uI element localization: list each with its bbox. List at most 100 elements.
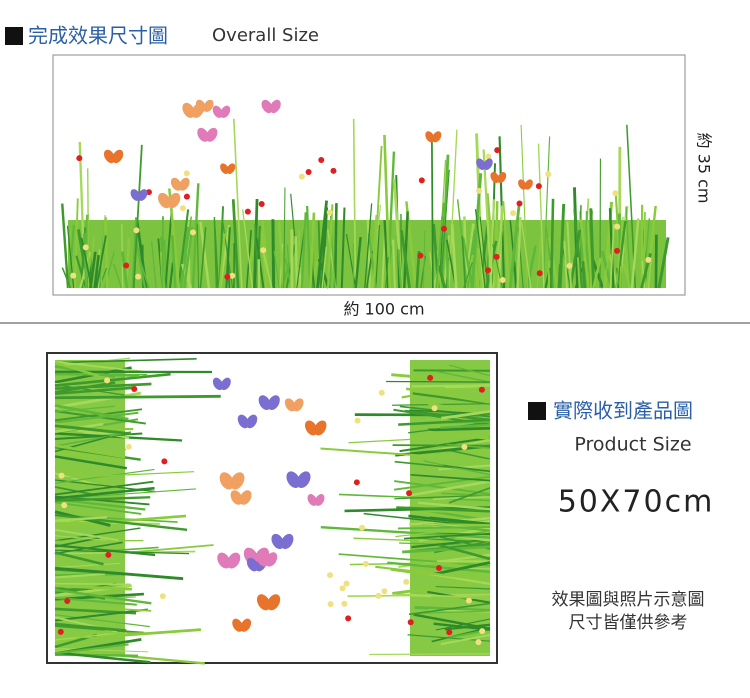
overall-title: 完成效果尺寸圖 — [28, 24, 168, 48]
product-subtitle: Product Size — [574, 434, 691, 456]
grass-blade — [55, 541, 143, 542]
note: 尺寸皆僅供參考 — [569, 613, 688, 633]
flower — [105, 552, 111, 558]
flower — [190, 229, 196, 235]
flower — [461, 444, 467, 450]
flower — [536, 183, 542, 189]
flower — [379, 390, 385, 396]
flower — [135, 274, 141, 280]
flower — [432, 405, 438, 411]
grass-blade — [273, 219, 274, 288]
flower — [104, 377, 110, 383]
flower — [64, 598, 70, 604]
flower — [131, 386, 137, 392]
overall-subtitle: Overall Size — [212, 25, 319, 46]
flower — [375, 593, 381, 599]
flower — [229, 273, 235, 279]
flower — [408, 619, 414, 625]
flower — [161, 458, 167, 464]
flower — [355, 418, 361, 424]
flower — [614, 224, 620, 230]
flower — [614, 248, 620, 254]
flower — [245, 209, 251, 215]
grass-blade — [412, 385, 490, 386]
flower — [61, 502, 67, 508]
product-title: 實際收到產品圖 — [553, 399, 693, 423]
flower — [537, 270, 543, 276]
flower — [340, 585, 346, 591]
flower — [184, 194, 190, 200]
flower — [354, 479, 360, 485]
flower — [330, 168, 336, 174]
flower — [160, 593, 166, 599]
note: 效果圖與照片示意圖 — [552, 590, 705, 610]
grass-blade — [559, 264, 560, 288]
grass-blade — [106, 217, 107, 288]
flower — [406, 490, 412, 496]
flower — [403, 579, 409, 585]
flower — [70, 273, 76, 279]
product-size: 50X70cm — [558, 485, 715, 520]
marker — [5, 27, 23, 45]
flower — [466, 598, 472, 604]
grass-blade — [386, 381, 490, 382]
flower — [476, 188, 482, 194]
flower — [299, 174, 305, 180]
flower — [341, 601, 347, 607]
flower — [83, 244, 89, 250]
flower — [180, 205, 186, 211]
grass-blade — [162, 216, 163, 288]
flower — [224, 274, 230, 280]
flower — [327, 572, 333, 578]
grass-blade — [551, 199, 553, 288]
flower — [436, 565, 442, 571]
flower — [133, 227, 139, 233]
flower — [381, 588, 387, 594]
flower — [479, 628, 485, 634]
flower — [479, 387, 485, 393]
flower — [328, 601, 334, 607]
flower — [318, 157, 324, 163]
flower — [427, 375, 433, 381]
grass-blade — [55, 584, 131, 585]
flower — [612, 190, 618, 196]
grass-blade — [583, 261, 585, 288]
flower — [500, 277, 506, 283]
grass-blade — [393, 445, 490, 446]
flower — [184, 170, 190, 176]
flower — [494, 254, 500, 260]
grass-blade — [428, 428, 490, 430]
flower — [446, 629, 452, 635]
flower — [306, 169, 312, 175]
flower — [58, 629, 64, 635]
flower — [126, 444, 132, 450]
flower — [516, 200, 522, 206]
flower — [475, 639, 481, 645]
flower — [419, 177, 425, 183]
flower — [441, 226, 447, 232]
flower — [59, 473, 65, 479]
flower — [344, 581, 350, 587]
height-label: 約 35 cm — [695, 133, 714, 204]
grass-blade — [335, 203, 336, 288]
grass-blade — [431, 597, 490, 598]
flower — [123, 262, 129, 268]
flower — [327, 209, 333, 215]
grass-blade — [369, 654, 490, 655]
flower — [363, 561, 369, 567]
flower — [359, 525, 365, 531]
flower — [417, 253, 423, 259]
flower — [566, 263, 572, 269]
flower — [259, 201, 265, 207]
width-label: 約 100 cm — [343, 300, 424, 319]
flower — [494, 147, 500, 153]
flower — [76, 155, 82, 161]
flower — [545, 171, 551, 177]
grass-blade — [432, 137, 433, 288]
flower — [645, 257, 651, 263]
flower — [485, 267, 491, 273]
marker — [528, 402, 546, 420]
grass-blade — [296, 236, 297, 288]
